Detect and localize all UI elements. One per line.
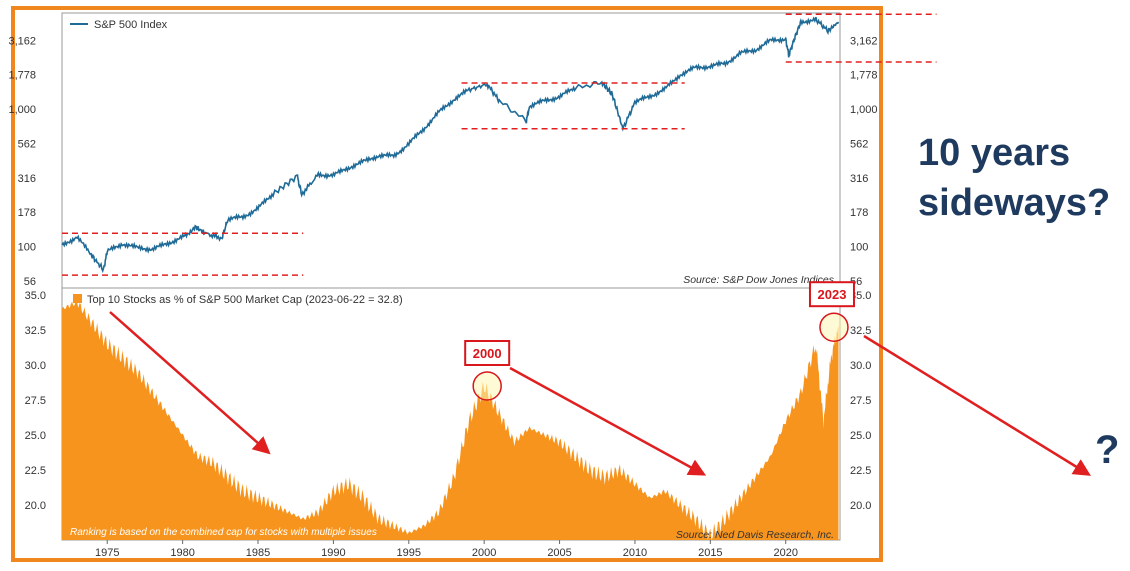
trend-arrow-2000: [509, 366, 707, 476]
bottom-xtick-1: 1980: [170, 547, 194, 559]
bottom-ytick-right-5: 32.5: [850, 325, 871, 337]
sideways-range-lines: [62, 13, 937, 276]
top10-market-cap-area: [62, 298, 839, 542]
bottom-ytick-left-4: 30.0: [25, 360, 46, 372]
top-legend-label: S&P 500 Index: [94, 19, 168, 31]
question-mark: ?: [1095, 428, 1120, 472]
top-ytick-right-1: 100: [850, 242, 868, 254]
bottom-ytick-right-3: 27.5: [850, 395, 871, 407]
top-ytick-right-7: 3,162: [850, 35, 878, 47]
top-ytick-right-6: 1,778: [850, 70, 878, 82]
top-ytick-left-3: 316: [18, 173, 36, 185]
top-panel: [61, 12, 841, 289]
bottom-xtick-6: 2005: [547, 547, 571, 559]
peak-annotations: 2000 2023: [464, 281, 855, 401]
chart-frame: [11, 6, 883, 562]
bottom-legend-label: Top 10 Stocks as % of S&P 500 Market Cap…: [87, 294, 403, 306]
peak-badge-box-1: [808, 281, 855, 308]
top-ytick-right-2: 178: [850, 207, 868, 219]
bottom-ytick-left-2: 25.0: [25, 430, 46, 442]
bottom-xtick-2: 1985: [246, 547, 270, 559]
top-ytick-left-5: 1,000: [8, 104, 36, 116]
top-ytick-left-6: 1,778: [8, 70, 36, 82]
top-ytick-left-0: 56: [24, 276, 36, 288]
bottom-ytick-right-4: 30.0: [850, 360, 871, 372]
top-ytick-right-3: 316: [850, 173, 868, 185]
peak-circle-1: [819, 312, 849, 342]
bottom-xtick-7: 2010: [623, 547, 647, 559]
sideways-line-2: sideways?: [918, 182, 1111, 224]
bottom-xtick-9: 2020: [773, 547, 797, 559]
top-source: Source: S&P Dow Jones Indices: [683, 274, 835, 286]
top-ytick-left-2: 178: [18, 207, 36, 219]
bottom-ytick-left-5: 32.5: [25, 325, 46, 337]
sp500-index-line: [61, 16, 840, 274]
bottom-ytick-left-3: 27.5: [25, 395, 46, 407]
bottom-ytick-left-6: 35.0: [25, 290, 46, 302]
bottom-ytick-right-0: 20.0: [850, 500, 871, 512]
bottom-xtick-8: 2015: [698, 547, 722, 559]
peak-badge-label-0: 2000: [473, 346, 502, 361]
bottom-source: Source: Ned Davis Research, Inc.: [676, 529, 834, 541]
bottom-y-axis-left: 20.0 22.5 25.0 27.5 30.0 32.5 35.0: [25, 290, 46, 512]
bottom-ytick-right-2: 25.0: [850, 430, 871, 442]
bottom-xtick-0: 1975: [95, 547, 119, 559]
bottom-xtick-5: 2000: [472, 547, 496, 559]
bottom-ytick-right-6: 35.0: [850, 290, 871, 302]
sideways-question: 10 years sideways?: [918, 128, 1123, 228]
top-y-axis-left: 56 100 178 316 562 1,000 1,778 3,162: [8, 35, 36, 288]
trend-arrow-1975: [109, 311, 271, 455]
top-ytick-left-1: 100: [18, 242, 36, 254]
peak-badge-label-1: 2023: [818, 287, 847, 302]
top-ytick-right-5: 1,000: [850, 104, 878, 116]
bottom-ytick-left-0: 20.0: [25, 500, 46, 512]
ranking-note: Ranking is based on the combined cap for…: [70, 527, 377, 538]
bottom-x-axis: 1975 1980 1985 1990 1995 2000 2005 2010 2015 2020: [95, 540, 798, 559]
bottom-xtick-4: 1995: [397, 547, 421, 559]
bottom-legend-swatch: [73, 294, 82, 303]
top-ytick-right-4: 562: [850, 139, 868, 151]
bottom-ytick-left-1: 22.5: [25, 465, 46, 477]
bottom-ytick-right-1: 22.5: [850, 465, 871, 477]
trend-arrow-2023: [863, 334, 1091, 476]
bottom-y-axis-right: 20.0 22.5 25.0 27.5 30.0 32.5 35.0: [850, 290, 871, 512]
peak-circle-0: [472, 371, 502, 401]
bottom-xtick-3: 1990: [321, 547, 345, 559]
top-ytick-left-4: 562: [18, 139, 36, 151]
peak-badge-box-0: [464, 340, 511, 366]
top-ytick-left-7: 3,162: [8, 35, 36, 47]
sideways-line-1: 10 years: [918, 132, 1071, 174]
